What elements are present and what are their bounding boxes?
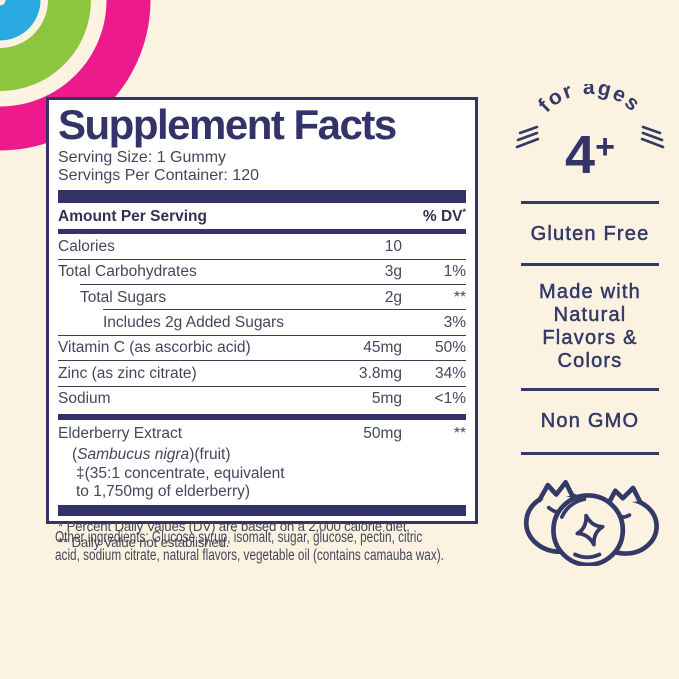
serving-size: Serving Size: 1 Gummy [58, 148, 227, 166]
table-row-zinc: Zinc (as zinc citrate) 3.8mg 34% [58, 360, 466, 385]
made-with-label: Made with Natural Flavors & Colors [500, 281, 679, 373]
species-prefix: ( [72, 446, 78, 464]
row-dv: ** [453, 425, 466, 443]
made-with-line: Made with [539, 281, 641, 304]
age-badge-plus: + [595, 128, 615, 166]
supplement-facts-panel: Supplement Facts Serving Size: 1 Gummy S… [46, 97, 478, 550]
callout-column: for ages 4+ Gluten Free Made with Natura… [500, 84, 679, 571]
supplement-facts-title: Supplement Facts [58, 101, 397, 148]
row-name: Sodium [58, 390, 111, 408]
row-name: Total Carbohydrates [58, 263, 197, 281]
divider-bar-thick [58, 190, 466, 204]
divider-bar-footnote [58, 505, 466, 517]
elderberry-species-line: (Sambucus nigra)(fruit) [72, 446, 466, 464]
divider-bar-medium [58, 229, 466, 235]
row-name: Zinc (as zinc citrate) [58, 364, 197, 382]
callout-divider [521, 263, 659, 266]
row-dv: 3% [443, 313, 466, 331]
other-ingredients-line-2: acid, sodium citrate, natural flavors, v… [55, 547, 444, 565]
row-name: Calories [58, 237, 115, 255]
row-dv: 34% [434, 364, 466, 382]
species-name: Sambucus nigra [77, 446, 190, 464]
table-header: Amount Per Serving % DV* [58, 203, 466, 229]
table-row-added-sugars: Includes 2g Added Sugars 3% [103, 309, 466, 334]
gluten-free-label: Gluten Free [530, 223, 650, 246]
row-amount: 3g [384, 263, 402, 281]
age-badge: for ages 4+ [515, 84, 665, 180]
age-badge-number: 4+ [565, 125, 615, 180]
row-amount: 10 [384, 237, 402, 255]
radiating-lines-icon [515, 125, 665, 149]
table-row-sodium: Sodium 5mg <1% [58, 385, 466, 411]
callout-divider [521, 388, 659, 391]
blueberries-icon [523, 479, 659, 568]
row-dv: <1% [434, 390, 466, 408]
servings-per-container: Servings Per Container: 120 [58, 167, 259, 185]
row-amount: 2g [384, 288, 402, 306]
row-amount: 50mg [363, 425, 402, 443]
made-with-line: Natural [553, 304, 627, 327]
made-with-line: Colors [557, 350, 623, 373]
callout-divider [521, 201, 659, 204]
callout-divider [521, 452, 659, 455]
elderberry-equivalent-line: to 1,750mg of elderberry) [76, 482, 251, 500]
made-with-line: Flavors & [542, 327, 638, 350]
footnotes: * Percent Daily Values (DV) are based on… [58, 518, 476, 551]
footnote-dv: * Percent Daily Values (DV) are based on… [58, 518, 410, 535]
other-ingredients-line-1: Other ingredients: Glucose syrup, isomal… [55, 529, 423, 546]
row-amount: 3.8mg [358, 364, 402, 382]
row-amount: 45mg [363, 339, 402, 357]
row-name: Includes 2g Added Sugars [103, 313, 284, 331]
divider-bar-sub [58, 413, 466, 420]
table-row-elderberry-extract: Elderberry Extract 50mg ** [58, 422, 466, 446]
row-name: Total Sugars [80, 288, 167, 306]
age-badge-arc-text: for ages [534, 84, 645, 117]
row-dv: ** [453, 288, 466, 306]
row-name: Vitamin C (as ascorbic acid) [58, 339, 251, 357]
row-dv: 50% [434, 339, 466, 357]
non-gmo-label: Non GMO [540, 410, 640, 433]
table-row-calories: Calories 10 [58, 234, 466, 258]
table-row-total-sugars: Total Sugars 2g ** [80, 284, 466, 309]
row-name: Elderberry Extract [58, 425, 183, 443]
row-dv: 1% [443, 263, 466, 281]
footnote-not-established: ** Daily Value not established. [58, 534, 230, 551]
dv-footnote-mark: * [462, 207, 466, 218]
table-row-total-carbohydrates: Total Carbohydrates 3g 1% [58, 258, 466, 284]
row-amount: 5mg [371, 390, 402, 408]
table-row-vitamin-c: Vitamin C (as ascorbic acid) 45mg 50% [58, 334, 466, 360]
percent-dv-header: % DV* [422, 207, 466, 226]
amount-per-serving-header: Amount Per Serving [58, 208, 207, 226]
elderberry-concentrate-line: ‡(35:1 concentrate, equivalent [76, 464, 285, 482]
species-suffix: )(fruit) [189, 446, 231, 464]
other-ingredients: Other ingredients: Glucose syrup, isomal… [55, 529, 481, 566]
